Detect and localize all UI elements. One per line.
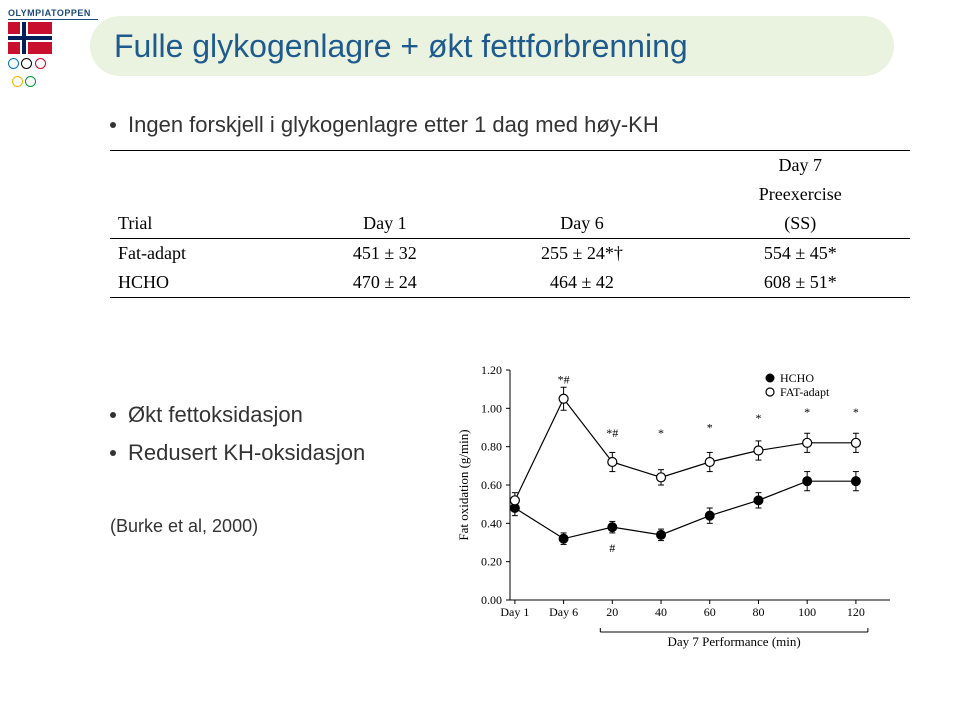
svg-text:Day 6: Day 6 <box>549 605 578 619</box>
olympiatoppen-logo: OLYMPIATOPPEN <box>8 8 98 92</box>
svg-text:0.60: 0.60 <box>481 478 502 492</box>
svg-text:120: 120 <box>847 605 865 619</box>
bullet-2: Økt fettoksidasjon <box>110 402 450 428</box>
logo-text: OLYMPIATOPPEN <box>8 8 98 20</box>
bullet-dot-icon <box>110 122 116 128</box>
title-bubble: Fulle glykogenlagre + økt fettforbrennin… <box>90 16 894 76</box>
svg-text:60: 60 <box>704 605 716 619</box>
col-day1: Day 1 <box>363 213 407 233</box>
row1-d6: 255 ± 24*† <box>541 243 623 263</box>
glycogen-table: Day 7 Preexercise Trial Day 1 Day 6 (SS)… <box>110 150 910 298</box>
svg-text:0.00: 0.00 <box>481 593 502 607</box>
olympic-rings-icon <box>8 56 98 92</box>
svg-text:0.40: 0.40 <box>481 516 502 530</box>
svg-text:#: # <box>609 541 615 555</box>
bullet-3: Redusert KH-oksidasjon <box>110 440 450 466</box>
bullet-3-text: Redusert KH-oksidasjon <box>128 440 365 465</box>
row1-d7: 554 ± 45* <box>764 243 837 263</box>
svg-text:HCHO: HCHO <box>780 371 814 385</box>
svg-text:80: 80 <box>752 605 764 619</box>
norway-flag-icon <box>8 22 52 54</box>
svg-text:*#: *# <box>558 372 570 386</box>
svg-text:*#: *# <box>606 426 618 440</box>
row2-d6: 464 ± 42 <box>550 272 614 292</box>
svg-text:FAT-adapt: FAT-adapt <box>780 385 830 399</box>
svg-text:*: * <box>755 411 761 425</box>
svg-text:Fat oxidation (g/min): Fat oxidation (g/min) <box>456 429 471 540</box>
bullet-dot-icon <box>110 412 116 418</box>
col-trial: Trial <box>118 213 152 233</box>
col-day6: Day 6 <box>560 213 604 233</box>
content-area: Ingen forskjell i glykogenlagre etter 1 … <box>110 100 920 298</box>
svg-text:0.80: 0.80 <box>481 440 502 454</box>
lower-area: Økt fettoksidasjon Redusert KH-oksidasjo… <box>110 360 920 660</box>
citation: (Burke et al, 2000) <box>110 516 450 537</box>
lower-left: Økt fettoksidasjon Redusert KH-oksidasjo… <box>110 360 450 537</box>
bullet-dot-icon <box>110 450 116 456</box>
col-day7-l3: (SS) <box>784 213 816 233</box>
svg-text:0.20: 0.20 <box>481 555 502 569</box>
col-day7-l2: Preexercise <box>759 184 842 204</box>
svg-text:1.20: 1.20 <box>481 363 502 377</box>
fat-oxidation-chart: 0.00 0.20 0.40 0.60 0.80 1.00 1.20 Day 1 Day 6 20… <box>450 360 920 660</box>
svg-text:*: * <box>658 426 664 440</box>
svg-text:*: * <box>707 420 713 434</box>
row2-d1: 470 ± 24 <box>353 272 417 292</box>
bullet-1: Ingen forskjell i glykogenlagre etter 1 … <box>110 112 920 138</box>
row1-d1: 451 ± 32 <box>353 243 417 263</box>
svg-text:Day 7 Performance (min): Day 7 Performance (min) <box>668 634 801 649</box>
svg-text:100: 100 <box>798 605 816 619</box>
svg-text:1.00: 1.00 <box>481 401 502 415</box>
svg-text:*: * <box>804 405 810 419</box>
row1-name: Fat-adapt <box>118 243 186 263</box>
row2-d7: 608 ± 51* <box>764 272 837 292</box>
svg-text:20: 20 <box>606 605 618 619</box>
page-title: Fulle glykogenlagre + økt fettforbrennin… <box>114 28 688 65</box>
row2-name: HCHO <box>118 272 169 292</box>
svg-text:*: * <box>853 405 859 419</box>
svg-text:Day 1: Day 1 <box>500 605 529 619</box>
bullet-1-text: Ingen forskjell i glykogenlagre etter 1 … <box>128 112 659 137</box>
svg-text:40: 40 <box>655 605 667 619</box>
bullet-2-text: Økt fettoksidasjon <box>128 402 303 427</box>
col-day7-l1: Day 7 <box>779 155 823 175</box>
